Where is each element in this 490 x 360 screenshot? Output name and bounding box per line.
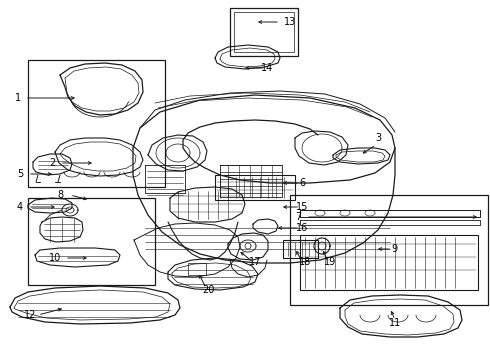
Text: 9: 9 [391, 244, 397, 254]
Text: 15: 15 [296, 202, 308, 212]
Bar [28, 60, 165, 187]
Text: 5: 5 [17, 169, 23, 179]
Text: 12: 12 [24, 310, 36, 320]
Bar [28, 198, 155, 285]
Bar [300, 235, 478, 290]
Text: 18: 18 [299, 257, 311, 267]
Text: 10: 10 [49, 253, 61, 263]
Text: 3: 3 [375, 133, 381, 143]
Text: 2: 2 [49, 158, 55, 168]
Text: 19: 19 [324, 257, 336, 267]
Text: 16: 16 [296, 223, 308, 233]
Text: 20: 20 [202, 285, 214, 295]
Text: 1: 1 [15, 93, 21, 103]
Text: 17: 17 [249, 257, 261, 267]
Text: 14: 14 [261, 63, 273, 73]
Text: 7: 7 [295, 212, 301, 222]
Bar [290, 195, 488, 305]
Text: 6: 6 [299, 178, 305, 188]
Text: 8: 8 [57, 190, 63, 200]
Text: 13: 13 [284, 17, 296, 27]
Bar [234, 12, 294, 52]
Text: 11: 11 [389, 318, 401, 328]
Text: 4: 4 [17, 202, 23, 212]
Bar [188, 263, 206, 275]
Bar [230, 8, 298, 56]
Bar [215, 175, 295, 200]
Bar [283, 240, 318, 258]
